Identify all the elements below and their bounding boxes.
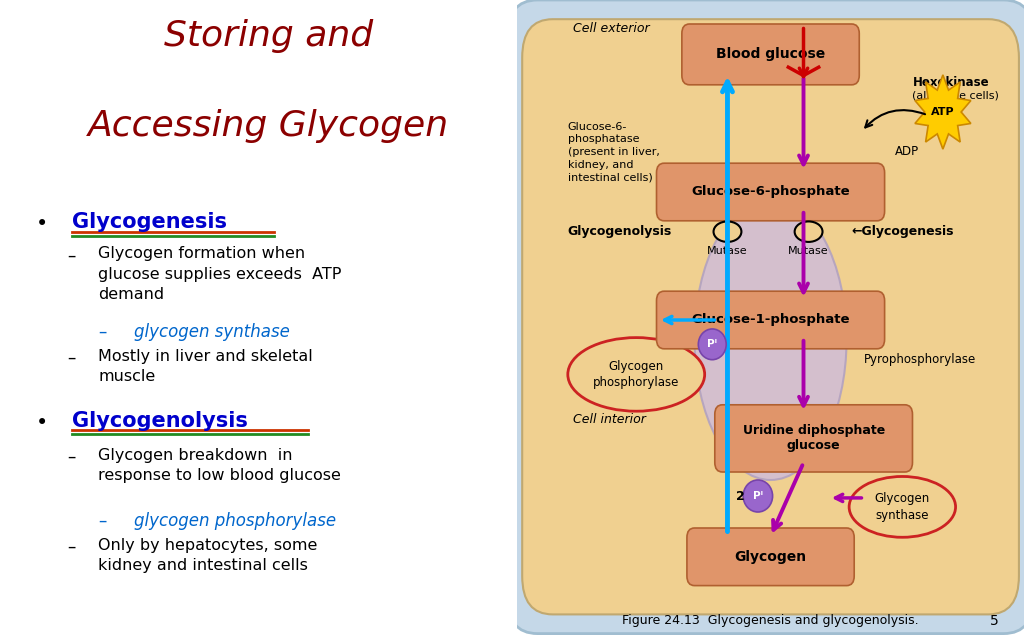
FancyBboxPatch shape [715, 405, 912, 472]
Text: Mostly in liver and skeletal
muscle: Mostly in liver and skeletal muscle [98, 349, 313, 384]
Ellipse shape [698, 329, 726, 360]
Text: Glycogen formation when
glucose supplies exceeds  ATP
demand: Glycogen formation when glucose supplies… [98, 246, 342, 302]
Text: ATP: ATP [931, 107, 954, 117]
Text: Uridine diphosphate
glucose: Uridine diphosphate glucose [742, 424, 885, 452]
FancyBboxPatch shape [507, 0, 1024, 634]
Text: Glycogen breakdown  in
response to low blood glucose: Glycogen breakdown in response to low bl… [98, 448, 341, 483]
FancyBboxPatch shape [522, 19, 1019, 614]
Polygon shape [914, 75, 971, 149]
Text: (all tissue cells): (all tissue cells) [912, 91, 999, 101]
Text: 2: 2 [736, 490, 744, 502]
Text: 5: 5 [990, 614, 998, 628]
Text: •: • [36, 214, 48, 234]
FancyBboxPatch shape [687, 528, 854, 586]
Text: glycogen synthase: glycogen synthase [134, 323, 291, 341]
Ellipse shape [714, 221, 741, 242]
Text: •: • [36, 413, 48, 433]
Text: Storing and: Storing and [164, 19, 374, 53]
Ellipse shape [694, 198, 847, 480]
Text: Glycogen
synthase: Glycogen synthase [874, 492, 930, 522]
Text: Only by hepatocytes, some
kidney and intestinal cells: Only by hepatocytes, some kidney and int… [98, 538, 317, 573]
FancyBboxPatch shape [656, 291, 885, 349]
Text: Glucose-6-phosphate: Glucose-6-phosphate [691, 186, 850, 198]
Text: Cell exterior: Cell exterior [572, 22, 649, 35]
Text: –: – [68, 349, 76, 367]
Text: Glycogen: Glycogen [734, 550, 807, 564]
Ellipse shape [849, 476, 955, 538]
Ellipse shape [795, 221, 822, 242]
Text: –: – [98, 512, 106, 530]
Text: Glucose-1-phosphate: Glucose-1-phosphate [691, 314, 850, 326]
Text: Pᴵ: Pᴵ [753, 491, 763, 501]
Text: Glucose-6-
phosphatase
(present in liver,
kidney, and
intestinal cells): Glucose-6- phosphatase (present in liver… [567, 122, 659, 183]
Text: Mutase: Mutase [788, 246, 828, 257]
Text: –: – [68, 246, 76, 264]
Text: Hexokinase: Hexokinase [912, 76, 989, 88]
Text: Blood glucose: Blood glucose [716, 47, 825, 61]
Text: Glycogenolysis: Glycogenolysis [567, 225, 672, 238]
Text: Pᴵ: Pᴵ [708, 339, 717, 349]
Text: Cell interior: Cell interior [572, 413, 646, 426]
Text: Glycogenesis: Glycogenesis [73, 212, 227, 232]
Text: Pyrophosphorylase: Pyrophosphorylase [864, 353, 977, 366]
Text: Mutase: Mutase [708, 246, 748, 257]
Text: –: – [98, 323, 106, 341]
FancyBboxPatch shape [682, 24, 859, 84]
Ellipse shape [743, 480, 772, 512]
FancyBboxPatch shape [656, 163, 885, 221]
Text: Glycogen
phosphorylase: Glycogen phosphorylase [593, 360, 680, 389]
Text: Figure 24.13  Glycogenesis and glycogenolysis.: Figure 24.13 Glycogenesis and glycogenol… [623, 614, 919, 627]
Ellipse shape [567, 338, 705, 412]
Text: ADP: ADP [895, 145, 919, 158]
Text: Accessing Glycogen: Accessing Glycogen [88, 109, 450, 143]
Text: glycogen phosphorylase: glycogen phosphorylase [134, 512, 337, 530]
Text: Glycogenolysis: Glycogenolysis [73, 411, 248, 431]
Text: –: – [68, 538, 76, 556]
Text: –: – [68, 448, 76, 466]
Text: ←Glycogenesis: ←Glycogenesis [852, 225, 954, 238]
